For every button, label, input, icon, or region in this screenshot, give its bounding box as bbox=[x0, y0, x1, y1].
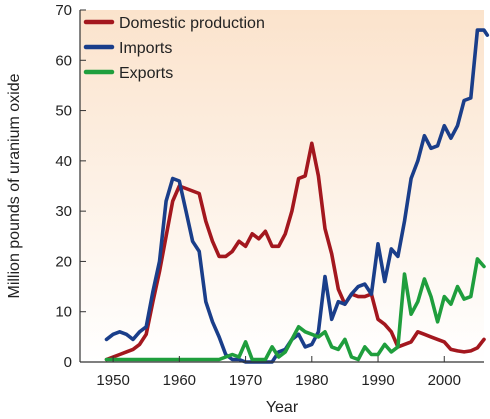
series-line-1 bbox=[104, 28, 490, 364]
series-layer bbox=[104, 28, 490, 364]
legend-label: Exports bbox=[119, 65, 173, 82]
x-tick-label: 1990 bbox=[361, 372, 394, 389]
y-tick-label: 20 bbox=[55, 253, 72, 270]
y-tick-label: 70 bbox=[55, 2, 72, 19]
legend: Domestic production Imports Exports bbox=[83, 15, 265, 82]
y-tick-label: 40 bbox=[55, 153, 72, 170]
y-axis-title: Million pounds of uranium oxide bbox=[6, 73, 23, 298]
y-tick-label: 10 bbox=[55, 304, 72, 321]
x-axis-title: Year bbox=[266, 399, 299, 416]
plot-background bbox=[80, 10, 484, 362]
y-tick-label: 30 bbox=[55, 203, 72, 220]
y-tick-label: 60 bbox=[55, 52, 72, 69]
x-tick-label: 1960 bbox=[163, 372, 196, 389]
x-tick-label: 1970 bbox=[229, 372, 262, 389]
legend-label: Domestic production bbox=[119, 15, 265, 32]
series-line-0 bbox=[104, 141, 486, 362]
axes-layer: 0 10 20 30 40 50 60 70 1950 1960 1970 1980 1990 2000 bbox=[55, 2, 484, 389]
series-line-2 bbox=[104, 257, 486, 362]
y-tick-label: 0 bbox=[64, 354, 72, 371]
x-tick-label: 1980 bbox=[295, 372, 328, 389]
x-tick-label: 1950 bbox=[96, 372, 129, 389]
legend-label: Imports bbox=[119, 40, 172, 57]
x-tick-label: 2000 bbox=[428, 372, 461, 389]
y-tick-label: 50 bbox=[55, 103, 72, 120]
